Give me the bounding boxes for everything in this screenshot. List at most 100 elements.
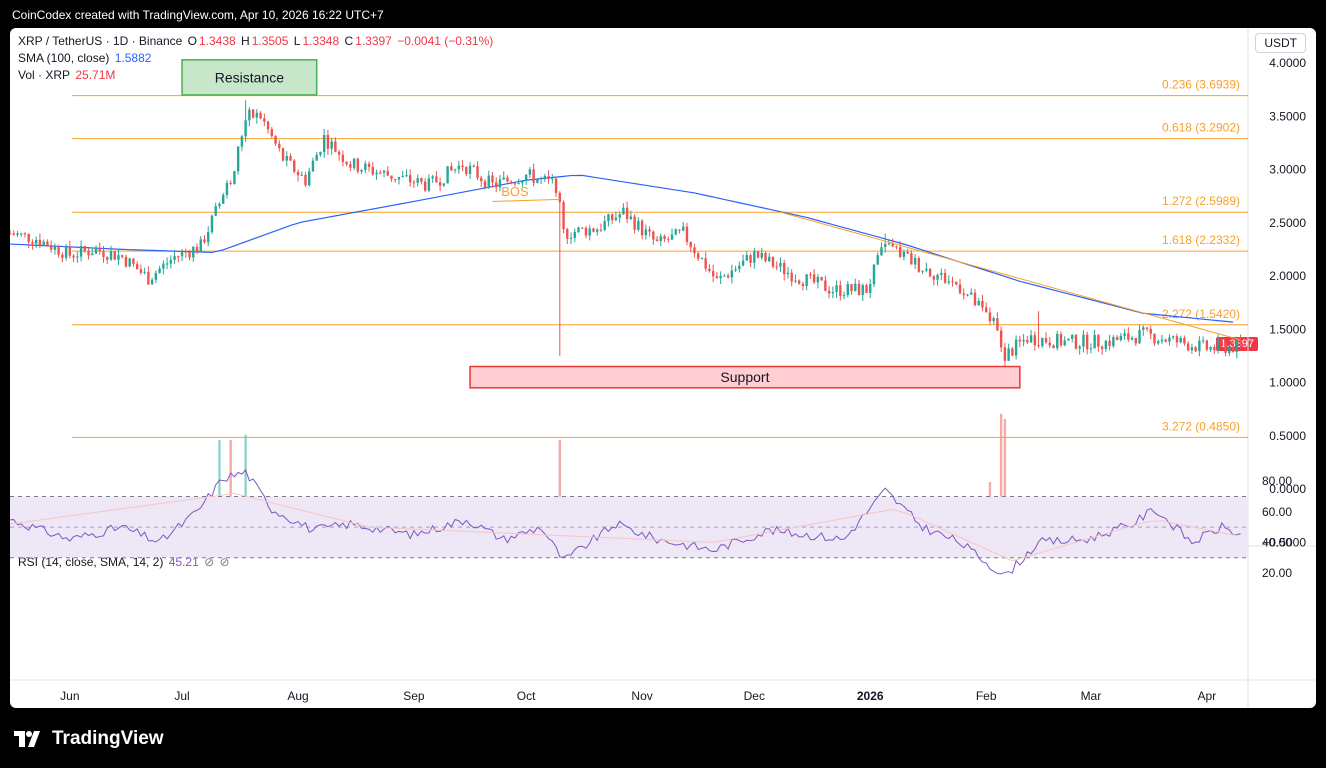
candle-body — [1145, 327, 1149, 329]
candle-body — [296, 171, 300, 176]
candle-body — [524, 174, 528, 182]
candle-body — [794, 280, 797, 282]
candle-body — [150, 279, 154, 285]
candle-body — [49, 246, 53, 250]
candle-body — [562, 202, 565, 230]
candle-body — [842, 295, 846, 297]
candle-body — [1216, 340, 1220, 351]
candle-body — [401, 175, 404, 177]
candle-body — [16, 233, 19, 236]
candle-body — [1186, 343, 1190, 351]
candle-body — [880, 247, 883, 256]
candle-body — [827, 290, 831, 294]
time-tick-label: Mar — [1081, 689, 1102, 703]
vol-value: 25.71M — [75, 68, 116, 82]
header-text: CoinCodex created with TradingView.com, … — [12, 8, 384, 22]
candle-body — [820, 276, 823, 281]
candle-body — [1168, 337, 1171, 342]
candle-body — [311, 160, 315, 172]
candle-body — [1160, 339, 1164, 342]
candle-body — [1026, 339, 1029, 343]
candle-body — [1201, 340, 1205, 342]
sma-value: 1.5882 — [114, 51, 152, 65]
price-tick-label: 2.5000 — [1269, 216, 1306, 230]
chart-svg[interactable]: 0.236 (3.6939) 0.618 (3.2902) 1.272 (2.598… — [10, 28, 1316, 708]
fib-level-label: 0.236 (3.6939) — [1162, 78, 1240, 92]
candle-body — [768, 256, 771, 262]
candle-body — [132, 258, 135, 265]
candle-body — [984, 307, 988, 313]
candle-body — [775, 266, 778, 268]
sma-polyline — [10, 174, 1234, 323]
candle-body — [375, 172, 378, 175]
legend-symbol[interactable]: XRP / TetherUS · 1D · Binance — [18, 34, 183, 48]
candle-body — [326, 135, 330, 149]
candle-body — [31, 242, 34, 244]
candle-body — [502, 177, 505, 180]
candle-body — [554, 178, 558, 193]
price-tick-label: 1.5000 — [1269, 322, 1306, 336]
candle-body — [835, 285, 838, 293]
candle-body — [831, 292, 835, 294]
candle-body — [184, 251, 187, 253]
candle-body — [57, 246, 60, 255]
price-tick-label: 1.0000 — [1269, 376, 1306, 390]
candle-body — [210, 215, 214, 233]
candle-body — [625, 207, 629, 219]
bos-label: BOS — [501, 184, 529, 199]
candle-body — [113, 251, 116, 260]
candle-body — [94, 248, 98, 254]
candle-body — [711, 271, 715, 277]
volume-bar — [1003, 419, 1007, 545]
candle-body — [1044, 338, 1048, 343]
candle-body — [367, 163, 371, 167]
candle-body — [1048, 342, 1051, 346]
candle-body — [218, 203, 221, 207]
rsi-line — [10, 468, 1241, 575]
sma-label[interactable]: SMA (100, close) — [18, 51, 110, 65]
candle-body — [670, 234, 674, 240]
candle-body — [536, 179, 539, 183]
candle-body — [678, 229, 681, 231]
rsi-label[interactable]: RSI (14, close, SMA, 14, 2) — [18, 555, 164, 569]
candle-body — [423, 181, 427, 191]
candle-body — [117, 255, 120, 260]
candle-body — [274, 135, 277, 144]
candle-body — [87, 250, 90, 256]
vol-label[interactable]: Vol · XRP — [18, 68, 71, 82]
candle-body — [408, 175, 412, 183]
currency-button[interactable]: USDT — [1255, 33, 1306, 53]
candle-body — [386, 170, 389, 176]
candle-body — [854, 283, 857, 292]
candle-body — [1134, 337, 1137, 344]
candle-body — [790, 272, 793, 282]
candle-body — [207, 232, 210, 243]
candle-body — [1220, 340, 1224, 344]
candle-body — [259, 112, 262, 119]
candle-body — [68, 246, 72, 256]
candle-body — [797, 280, 801, 284]
candle-body — [726, 275, 730, 278]
visibility-icon[interactable]: ⊘ — [204, 555, 215, 569]
candle-body — [341, 154, 345, 162]
tradingview-logo[interactable]: TradingView — [14, 728, 164, 750]
candle-body — [1179, 337, 1182, 343]
price-tick-label: 0.5000 — [1269, 429, 1306, 443]
candle-body — [143, 271, 146, 273]
settings-icon[interactable]: ⊘ — [219, 555, 230, 569]
candle-body — [1078, 346, 1081, 349]
candle-body — [547, 175, 550, 180]
candle-body — [1138, 329, 1141, 344]
time-tick-label: Dec — [744, 689, 765, 703]
candle-body — [1149, 328, 1152, 334]
candle-body — [102, 251, 105, 258]
candle-body — [614, 217, 618, 221]
candle-body — [734, 269, 737, 271]
candle-body — [551, 178, 554, 180]
candle-body — [539, 177, 543, 180]
candle-body — [951, 281, 954, 283]
candle-body — [648, 229, 651, 232]
rsi-value: 45.21 — [168, 555, 199, 569]
candle-body — [173, 256, 176, 260]
